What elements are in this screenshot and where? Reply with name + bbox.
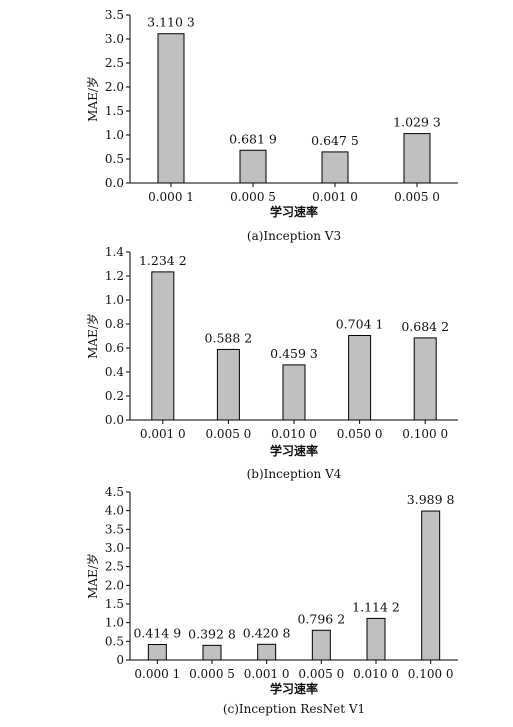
chart-b-x-axis-title: 学习速率 (270, 443, 318, 458)
chart-c-y-tick-label: 0.5 (105, 634, 124, 648)
chart-b-data-label: 0.684 2 (401, 319, 449, 334)
chart-b-y-tick-label: 0.2 (105, 389, 124, 403)
chart-c-x-tick-label: 0.000 5 (189, 667, 235, 681)
chart-c-y-tick-label: 3.5 (105, 522, 124, 536)
chart-a-bar (239, 149, 267, 184)
chart-c-data-label: 3.989 8 (407, 492, 455, 507)
chart-a-bar (157, 33, 185, 184)
chart-a-x-tick-label: 0.001 0 (312, 190, 358, 204)
chart-c-bar (366, 617, 386, 661)
chart-b-data-label: 0.588 2 (205, 330, 253, 345)
chart-c-bar (147, 644, 167, 661)
chart-b-data-label: 0.459 3 (270, 346, 318, 361)
chart-a-x-axis-title: 学习速率 (270, 204, 318, 219)
chart-c-x-tick-label: 0.000 1 (134, 667, 180, 681)
chart-c-data-label: 1.114 2 (352, 599, 400, 614)
chart-a-data-label: 0.681 9 (229, 131, 277, 146)
chart-a-x-tick-label: 0.005 0 (394, 190, 440, 204)
chart-a-caption: (a)Inception V3 (247, 229, 341, 243)
chart-a-y-tick-label: 3.0 (105, 32, 124, 46)
chart-b-x-tick-label: 0.050 0 (337, 427, 383, 441)
chart-c-y-tick-label: 4.5 (105, 485, 124, 499)
chart-c-caption: (c)Inception ResNet V1 (223, 702, 365, 716)
chart-b-bar (282, 364, 306, 421)
chart-b-y-tick-label: 0.0 (105, 413, 124, 427)
chart-c-data-label: 0.414 9 (133, 626, 181, 641)
chart-c-x-axis-title: 学习速率 (270, 681, 318, 696)
chart-c-y-tick-label: 4.0 (105, 504, 124, 518)
chart-b-y-tick-label: 1.2 (105, 269, 124, 283)
chart-a-y-tick-label: 2.0 (105, 80, 124, 94)
chart-a-x-tick-label: 0.000 1 (148, 190, 194, 204)
chart-b-x-tick-label: 0.001 0 (140, 427, 186, 441)
chart-a-data-label: 3.110 3 (147, 15, 195, 30)
chart-a-y-tick-label: 0.5 (105, 152, 124, 166)
chart-c-data-label: 0.796 2 (297, 611, 345, 626)
chart-c-y-tick-label: 0 (116, 653, 124, 667)
chart-b-x-tick-label: 0.010 0 (271, 427, 317, 441)
chart-c-x-tick-label: 0.001 0 (244, 667, 290, 681)
chart-b-bar (413, 337, 437, 421)
chart-a-y-tick-label: 0.0 (105, 176, 124, 190)
chart-b-y-tick-label: 1.4 (105, 245, 124, 259)
chart-a-y-tick-label: 1.0 (105, 128, 124, 142)
chart-c-bar (257, 643, 277, 661)
chart-c-y-tick-label: 1.5 (105, 597, 124, 611)
chart-b-y-tick-label: 1.0 (105, 293, 124, 307)
chart-b-bar (348, 335, 372, 421)
chart-b-y-tick-label: 0.8 (105, 317, 124, 331)
chart-b-y-tick-label: 0.4 (105, 365, 124, 379)
chart-a-y-tick-label: 2.5 (105, 56, 124, 70)
chart-c-data-label: 0.392 8 (188, 626, 236, 641)
chart-c-y-tick-label: 2.5 (105, 560, 124, 574)
chart-c-y-tick-label: 1.0 (105, 616, 124, 630)
chart-c-y-tick-label: 2.0 (105, 578, 124, 592)
chart-b-bar (151, 271, 175, 421)
chart-b-y-axis-title: MAE/岁 (85, 313, 100, 359)
chart-c-y-axis-title: MAE/岁 (85, 553, 100, 599)
chart-b-x-tick-label: 0.100 0 (402, 427, 448, 441)
chart-a-y-tick-label: 3.5 (105, 8, 124, 22)
chart-c-bar (202, 644, 222, 661)
chart-c-y-tick-label: 3.0 (105, 541, 124, 555)
chart-a-bar (403, 133, 431, 184)
chart-a-data-label: 1.029 3 (393, 115, 441, 130)
chart-a-data-label: 0.647 5 (311, 133, 359, 148)
chart-b-bar (216, 348, 240, 421)
chart-b-y-tick-label: 0.6 (105, 341, 124, 355)
chart-c-bar (421, 510, 441, 661)
chart-a-x-tick-label: 0.000 5 (230, 190, 276, 204)
chart-b-data-label: 1.234 2 (139, 253, 187, 268)
chart-c-data-label: 0.420 8 (243, 625, 291, 640)
chart-a-y-axis-title: MAE/岁 (85, 76, 100, 122)
chart-b-caption: (b)Inception V4 (247, 467, 342, 481)
chart-b-data-label: 0.704 1 (336, 317, 384, 332)
chart-a-y-tick-label: 1.5 (105, 104, 124, 118)
chart-b-x-tick-label: 0.005 0 (205, 427, 251, 441)
chart-c-bar (311, 629, 331, 661)
chart-c-x-tick-label: 0.100 0 (408, 667, 454, 681)
chart-c-x-tick-label: 0.005 0 (298, 667, 344, 681)
chart-c-x-tick-label: 0.010 0 (353, 667, 399, 681)
chart-a-bar (321, 151, 349, 184)
